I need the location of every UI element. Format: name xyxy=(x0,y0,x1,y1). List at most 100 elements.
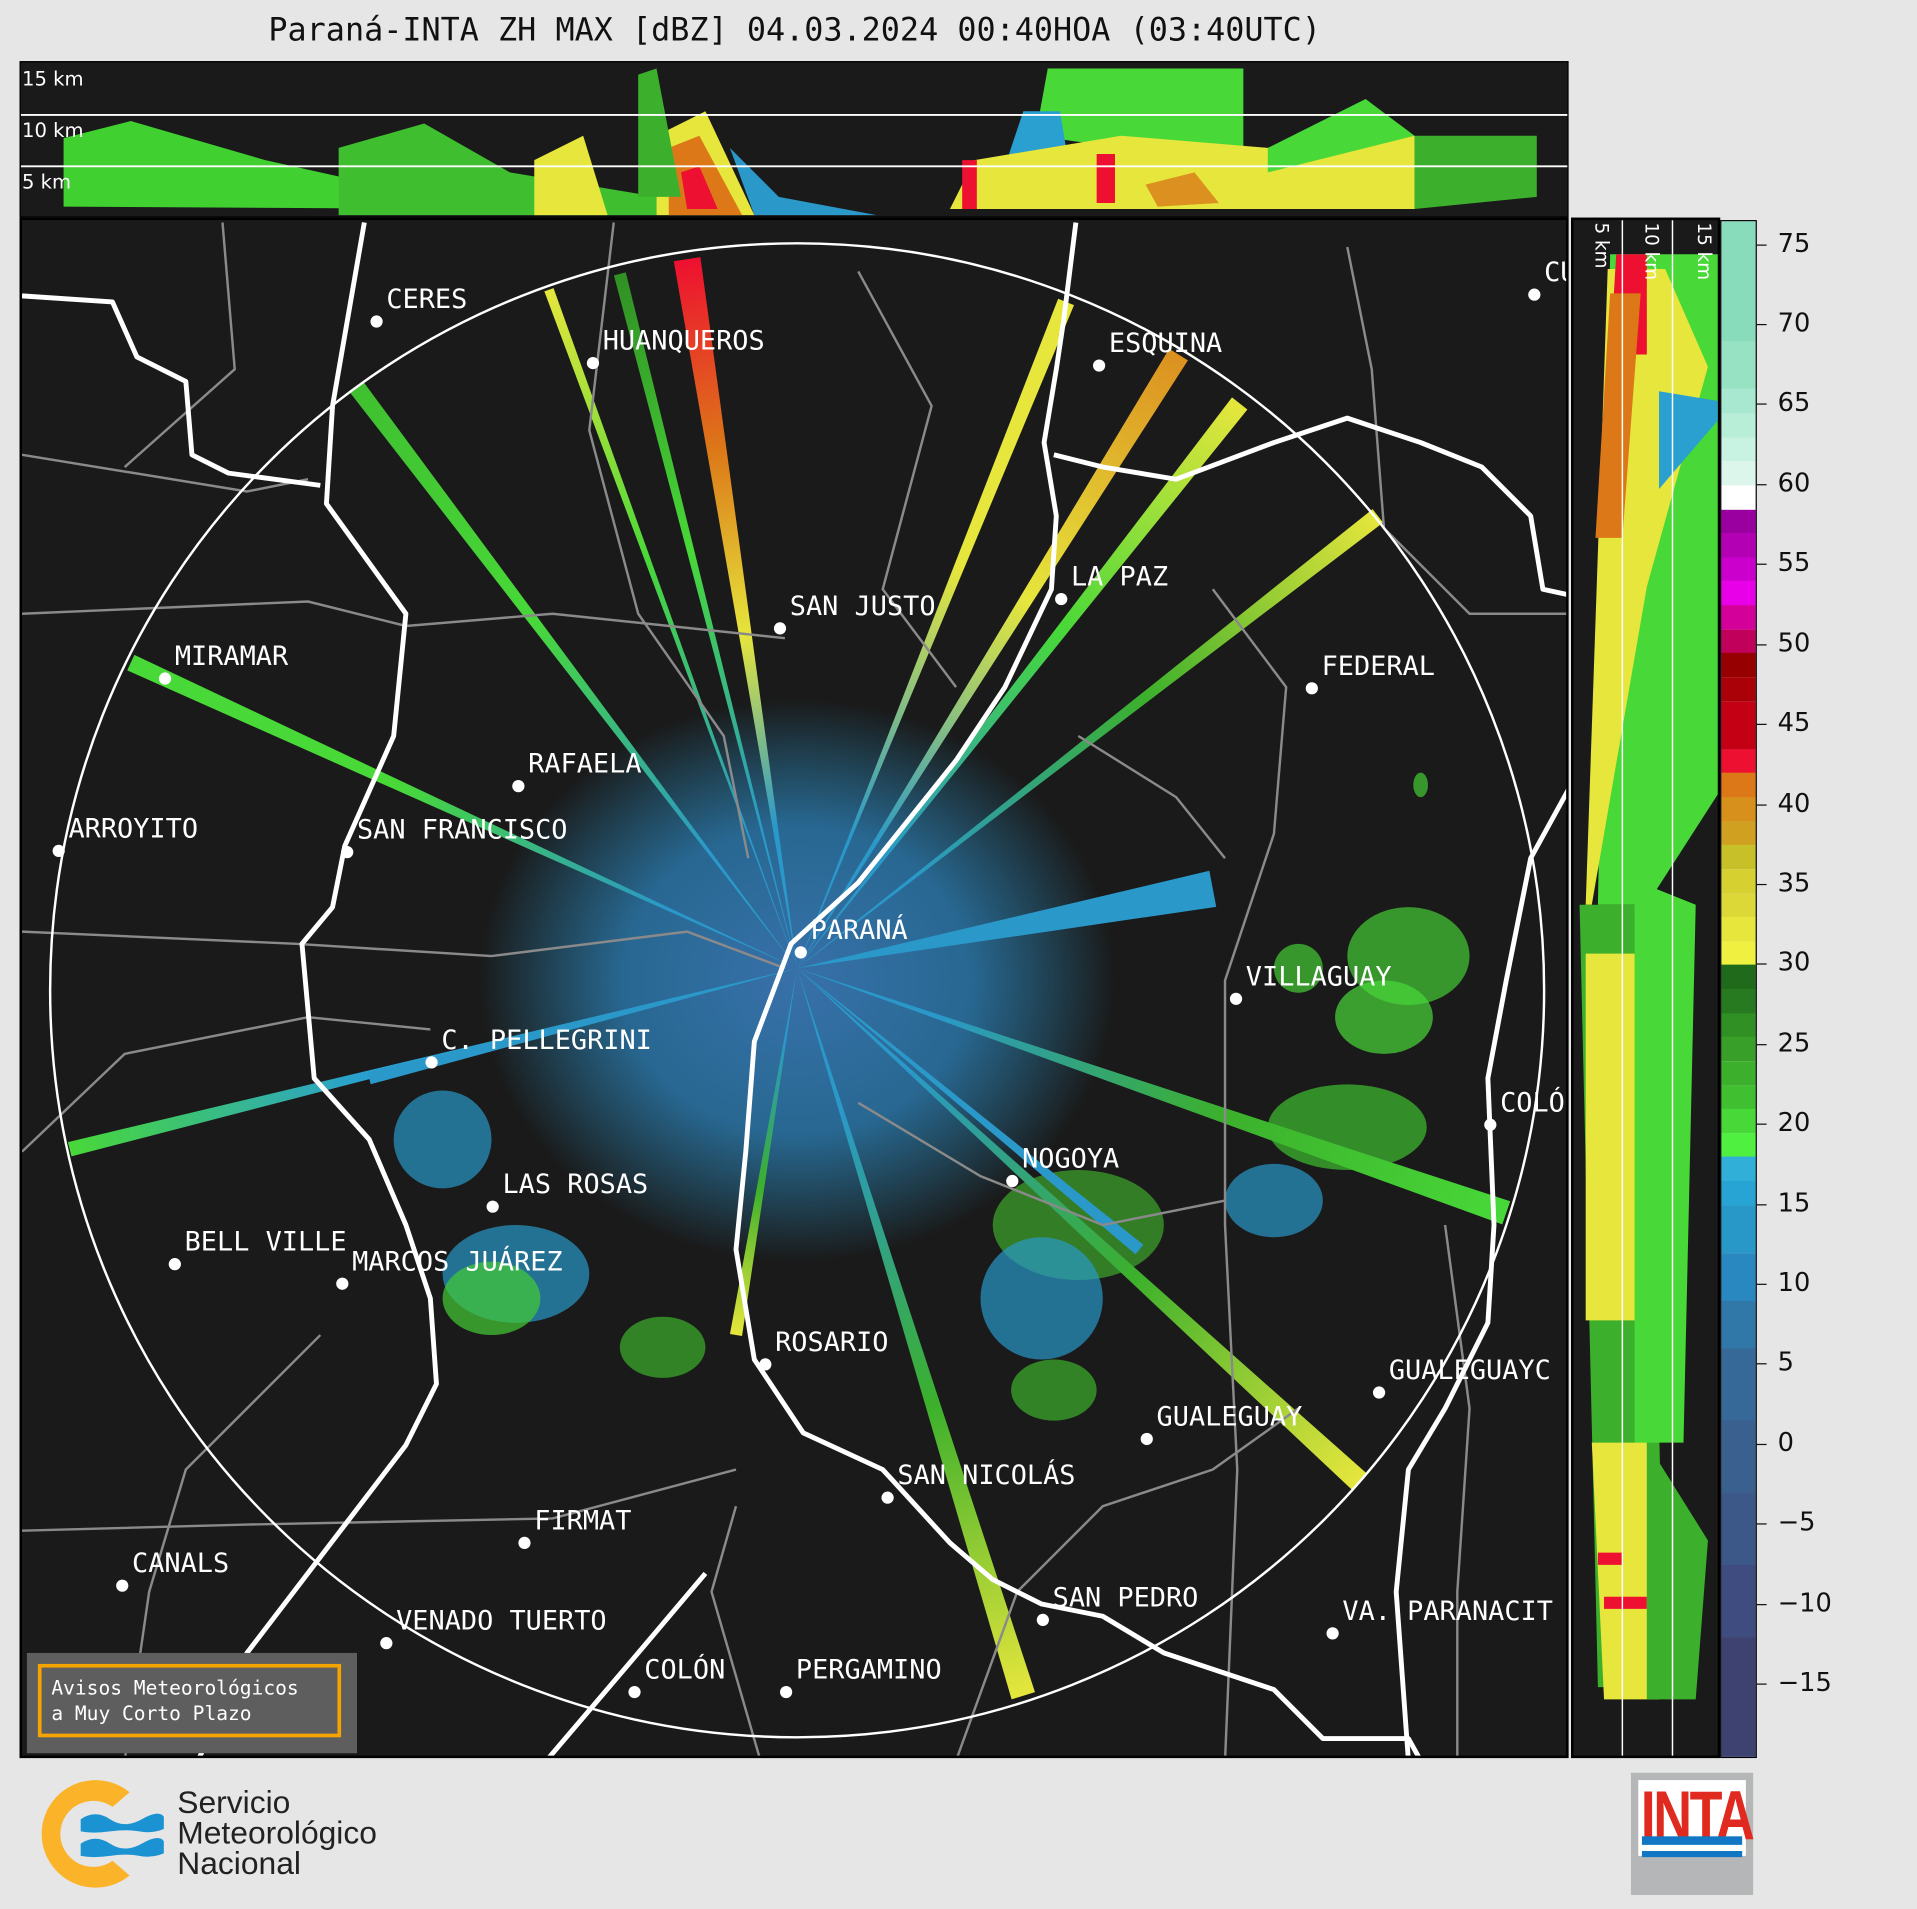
colorbar-band xyxy=(1721,1181,1756,1206)
city-label: SAN JUSTO xyxy=(789,591,936,623)
colorbar-band xyxy=(1721,533,1756,558)
city-marker xyxy=(1092,359,1106,372)
echo-cell xyxy=(1335,980,1433,1054)
colorbar-tick xyxy=(1756,1123,1767,1126)
colorbar-band xyxy=(1721,509,1756,534)
city-label: VILLAGUAY xyxy=(1245,962,1392,993)
radar-map[interactable]: CERES HUANQUEROS ESQUINA CU SAN JUSTO LA PAZ F… xyxy=(19,217,1569,1759)
dbz-colorbar xyxy=(1720,220,1757,1759)
warning-box[interactable]: Avisos Meteorológicos a Muy Corto Plazo xyxy=(26,1652,357,1754)
colorbar-band xyxy=(1721,989,1756,1014)
colorbar-band xyxy=(1721,389,1756,414)
city-label: NOGOYA xyxy=(1022,1144,1120,1175)
radar-echo-streak xyxy=(673,257,798,969)
colorbar-band xyxy=(1721,221,1756,342)
city-marker xyxy=(759,1358,772,1371)
city-marker xyxy=(1036,1613,1049,1627)
city-label: SAN FRANCISCO xyxy=(356,815,568,847)
colorbar-tick-label: 75 xyxy=(1777,228,1811,258)
city-marker xyxy=(794,946,807,959)
colorbar-tick xyxy=(1756,1363,1767,1365)
colorbar-tick-label: −5 xyxy=(1777,1507,1816,1538)
river-or-border xyxy=(547,1571,708,1756)
river-or-border xyxy=(197,222,439,1756)
city-marker xyxy=(380,1637,393,1650)
colorbar-band xyxy=(1721,797,1756,822)
colorbar-band xyxy=(1721,485,1756,510)
colorbar-tick xyxy=(1756,1203,1767,1206)
cross-section-echo xyxy=(949,111,1415,210)
inta-logo-panel: INTA xyxy=(1638,1778,1755,1858)
colorbar-tick xyxy=(1756,324,1767,326)
colorbar-tick-label: 0 xyxy=(1777,1427,1794,1458)
city-marker xyxy=(486,1200,499,1213)
colorbar-tick-label: 25 xyxy=(1777,1027,1811,1058)
echo-cell xyxy=(1273,943,1323,993)
colorbar-band xyxy=(1721,677,1756,702)
city-marker xyxy=(52,844,65,858)
colorbar-tick xyxy=(1756,1043,1767,1046)
colorbar-tick-label: 5 xyxy=(1777,1347,1794,1378)
colorbar-tick-label: 50 xyxy=(1777,628,1811,658)
colorbar-band xyxy=(1721,1492,1756,1566)
colorbar-band xyxy=(1721,1205,1756,1254)
colorbar-tick-label: 20 xyxy=(1777,1107,1811,1138)
city-label: PERGAMINO xyxy=(795,1655,942,1686)
cross-section-echo xyxy=(1145,172,1219,207)
radar-echo-streak xyxy=(797,968,1367,1490)
radar-echo-streak xyxy=(797,397,1248,969)
echo-cell xyxy=(393,1090,492,1189)
colorbar-band xyxy=(1721,1300,1756,1350)
city-marker xyxy=(1006,1174,1019,1188)
height-label-10km: 10 km xyxy=(22,118,84,142)
city-marker xyxy=(370,315,383,328)
colorbar-band xyxy=(1721,773,1756,798)
cross-section-echo xyxy=(1035,68,1244,148)
cross-section-echo xyxy=(962,160,977,210)
river-or-border xyxy=(1053,415,1567,597)
city-label: MIRAMAR xyxy=(174,641,289,673)
cross-section-echo xyxy=(1096,154,1115,203)
colorbar-band xyxy=(1721,1252,1756,1302)
inta-logo-bar xyxy=(1641,1850,1743,1858)
colorbar-band xyxy=(1721,1133,1756,1158)
city-label: FIRMAT xyxy=(534,1506,632,1537)
city-label: SAN NICOLÁS xyxy=(897,1460,1076,1492)
city-marker xyxy=(512,780,525,793)
colorbar-band xyxy=(1721,1564,1756,1638)
colorbar-band xyxy=(1721,629,1756,654)
city-marker xyxy=(773,622,787,635)
city-label: CU xyxy=(1544,257,1566,289)
city-marker xyxy=(1326,1627,1339,1640)
radar-echo-streak xyxy=(797,509,1384,969)
cross-section-echo xyxy=(1604,1596,1647,1609)
warning-box-frame: Avisos Meteorológicos a Muy Corto Plazo xyxy=(37,1663,342,1738)
province-boundary xyxy=(710,1505,761,1756)
colorbar-band xyxy=(1721,845,1756,870)
colorbar-tick-label: 60 xyxy=(1777,468,1811,498)
province-boundary xyxy=(1211,588,1288,1756)
city-marker xyxy=(1140,1432,1153,1446)
colorbar-tick xyxy=(1756,404,1767,406)
colorbar-tick-label: 10 xyxy=(1777,1267,1811,1298)
colorbar-tick-label: 70 xyxy=(1777,308,1811,338)
colorbar-band xyxy=(1721,581,1756,606)
inta-logo-bar xyxy=(1641,1836,1743,1845)
colorbar-tick xyxy=(1756,244,1767,246)
city-marker xyxy=(158,672,172,685)
city-marker xyxy=(341,846,354,859)
colorbar-tick-label: 40 xyxy=(1777,787,1811,818)
city-label: PARANÁ xyxy=(810,915,908,947)
cross-section-echo xyxy=(1646,1442,1708,1700)
warning-line-1: Avisos Meteorológicos xyxy=(51,1676,299,1700)
colorbar-tick xyxy=(1756,483,1767,486)
colorbar-tick-label: 35 xyxy=(1777,867,1811,898)
province-boundary xyxy=(22,930,786,970)
city-marker xyxy=(168,1258,181,1271)
cross-section-echo xyxy=(1659,391,1718,490)
height-label-15km: 15 km xyxy=(1693,222,1716,281)
colorbar-band xyxy=(1721,1348,1756,1422)
warning-line-2: a Muy Corto Plazo xyxy=(51,1701,252,1726)
height-label-10km: 10 km xyxy=(1640,222,1663,281)
